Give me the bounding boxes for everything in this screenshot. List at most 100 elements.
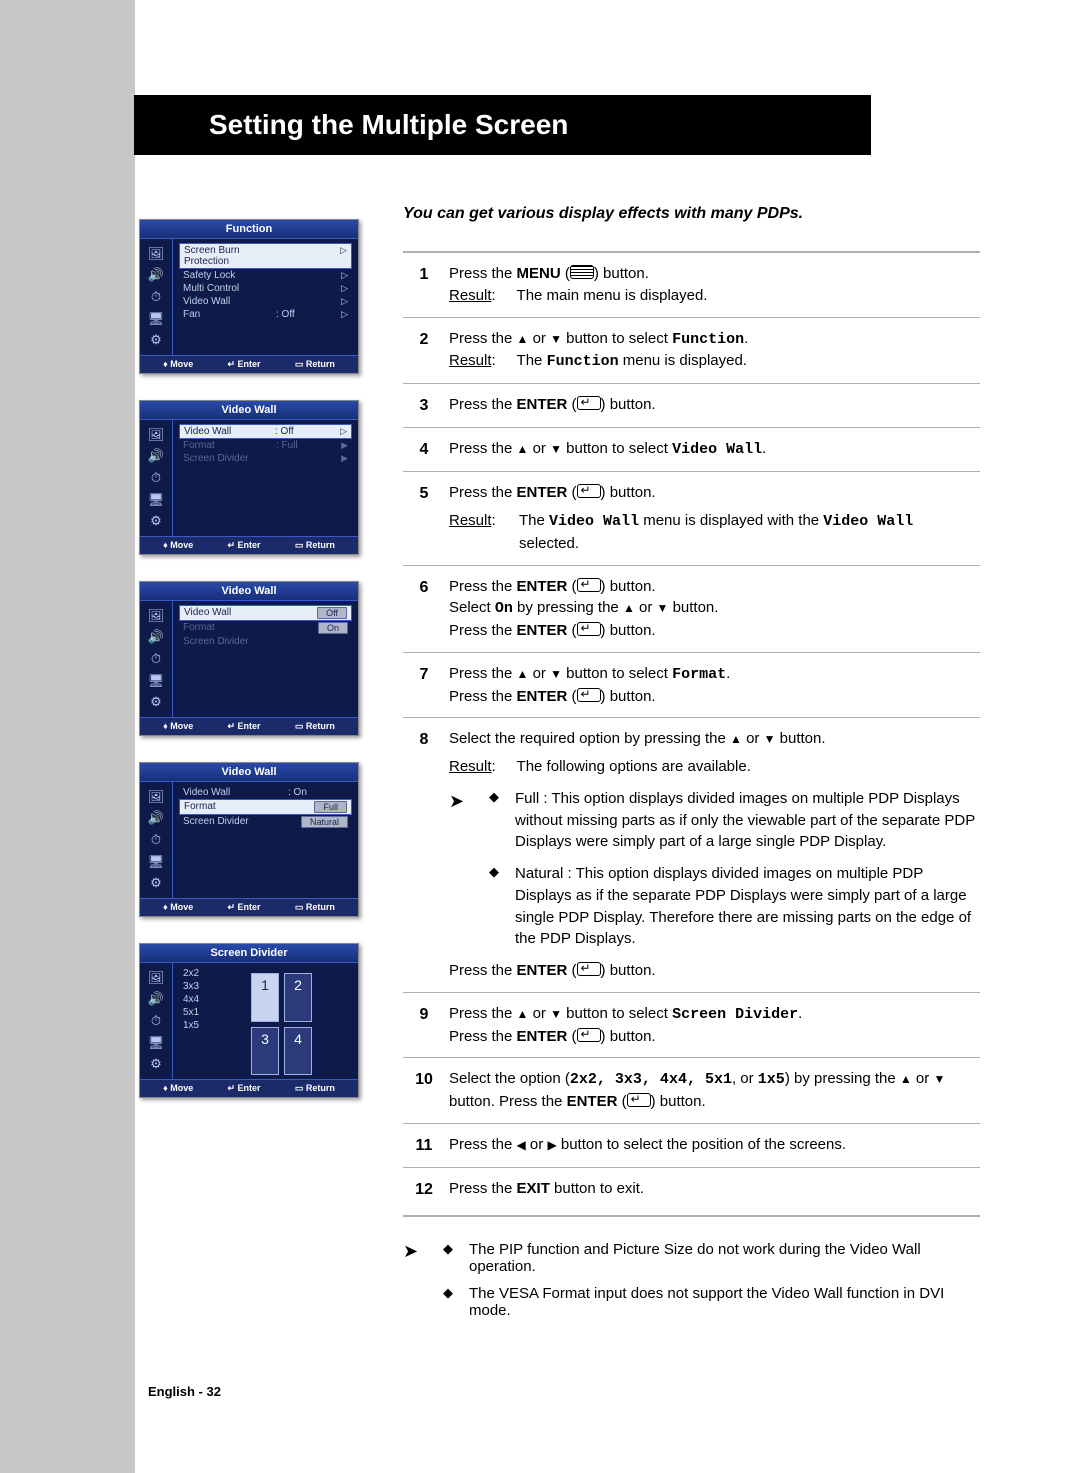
osd-footer: ♦ Move ↵ Enter ▭ Return: [140, 717, 358, 735]
screenshots-column: Function 🖼 🔊 ⏱ 🖥 ⚙ Screen Burn Protectio…: [135, 205, 395, 1124]
osd-row: Video Wall: On: [179, 786, 352, 799]
triangle-down-icon: [933, 1070, 945, 1087]
triangle-up-icon: [517, 440, 529, 457]
step-number: 3: [403, 384, 445, 428]
return-label: ▭ Return: [295, 721, 335, 732]
clock-icon: ⏱: [146, 289, 166, 304]
osd-footer: ♦ Move ↵ Enter ▭ Return: [140, 1079, 358, 1097]
triangle-up-icon: [900, 1070, 912, 1087]
columns: Function 🖼 🔊 ⏱ 🖥 ⚙ Screen Burn Protectio…: [135, 205, 980, 1329]
osd-video-wall-toggle: Video Wall 🖼 🔊 ⏱ 🖥 ⚙ Video WallOffFormat…: [139, 581, 359, 736]
step-body: Press the ENTER () button. Select On by …: [445, 565, 980, 652]
osd-row: FormatFull: [179, 799, 352, 815]
triangle-up-icon: [623, 599, 635, 616]
sound-icon: 🔊: [146, 449, 166, 464]
step-number: 4: [403, 428, 445, 472]
enter-label: ↵ Enter: [228, 902, 261, 913]
picture-icon: 🖼: [146, 427, 166, 442]
diamond-icon: ◆: [489, 863, 515, 950]
triangle-down-icon: [550, 330, 562, 347]
screen-icon: 🖥: [146, 311, 166, 326]
step-body: Press the or button to select Format. Pr…: [445, 652, 980, 718]
pointer-icon: ➤: [403, 1241, 443, 1275]
step-body: Select the option (2x2, 3x3, 4x4, 5x1, o…: [445, 1058, 980, 1124]
left-gutter: [0, 0, 135, 1473]
osd-menu: Video WallOffFormatOnScreen Divider: [173, 601, 358, 717]
osd-row: Video Wall: Off▷: [179, 424, 352, 439]
clock-icon: ⏱: [146, 832, 166, 847]
osd-menu: Screen Burn Protection▷Safety Lock▷Multi…: [173, 239, 358, 355]
step-body: Press the or button to select Video Wall…: [445, 428, 980, 472]
osd-row: 1x5: [179, 1019, 229, 1032]
triangle-down-icon: [550, 1005, 562, 1022]
step-number: 10: [403, 1058, 445, 1124]
move-label: ♦ Move: [163, 359, 193, 370]
divider-cell: 1: [251, 973, 279, 1022]
picture-icon: 🖼: [146, 608, 166, 623]
clock-icon: ⏱: [146, 1013, 166, 1028]
instructions-column: You can get various display effects with…: [395, 205, 980, 1329]
osd-format: Video Wall 🖼 🔊 ⏱ 🖥 ⚙ Video Wall: OnForma…: [139, 762, 359, 917]
osd-row: Screen Burn Protection▷: [179, 243, 352, 269]
steps-table: 1 Press the MENU () button. Result: The …: [403, 251, 980, 1211]
step-number: 6: [403, 565, 445, 652]
osd-menu: 2x23x34x45x11x5 1234: [173, 963, 358, 1079]
sound-icon: 🔊: [146, 811, 166, 826]
move-label: ♦ Move: [163, 540, 193, 551]
osd-icon-strip: 🖼 🔊 ⏱ 🖥 ⚙: [140, 239, 173, 355]
gear-icon: ⚙: [146, 1057, 166, 1072]
step-body: Select the required option by pressing t…: [445, 718, 980, 993]
divider-cell: 2: [284, 973, 312, 1022]
osd-icon-strip: 🖼 🔊 ⏱ 🖥 ⚙: [140, 963, 173, 1079]
enter-icon: [577, 622, 601, 636]
divider-cell: 4: [284, 1027, 312, 1076]
osd-footer: ♦ Move ↵ Enter ▭ Return: [140, 536, 358, 554]
enter-icon: [577, 688, 601, 702]
triangle-left-icon: [517, 1136, 526, 1153]
menu-icon: [570, 265, 594, 279]
screen-icon: 🖥: [146, 673, 166, 688]
triangle-up-icon: [517, 665, 529, 682]
picture-icon: 🖼: [146, 789, 166, 804]
step-body: Press the ENTER () button.: [445, 384, 980, 428]
move-label: ♦ Move: [163, 902, 193, 913]
gear-icon: ⚙: [146, 514, 166, 529]
osd-row: 5x1: [179, 1006, 229, 1019]
enter-label: ↵ Enter: [228, 359, 261, 370]
pointer-icon: ➤: [449, 788, 489, 853]
triangle-up-icon: [517, 1005, 529, 1022]
diamond-icon: ◆: [443, 1285, 469, 1319]
osd-title: Video Wall: [140, 401, 358, 419]
triangle-up-icon: [517, 330, 529, 347]
step-number: 1: [403, 252, 445, 317]
osd-footer: ♦ Move ↵ Enter ▭ Return: [140, 898, 358, 916]
step-body: Press the EXIT button to exit.: [445, 1168, 980, 1212]
triangle-right-icon: [547, 1136, 556, 1153]
triangle-down-icon: [764, 730, 776, 747]
step-body: Press the or button to select the positi…: [445, 1123, 980, 1167]
osd-row: Multi Control▷: [179, 282, 352, 295]
return-label: ▭ Return: [295, 1083, 335, 1094]
page-number: English - 32: [148, 1384, 221, 1399]
sound-icon: 🔊: [146, 630, 166, 645]
enter-icon: [577, 396, 601, 410]
screen-icon: 🖥: [146, 492, 166, 507]
step-number: 5: [403, 472, 445, 565]
osd-row: Video Wall▷: [179, 295, 352, 308]
osd-menu: Video Wall: OnFormatFullScreen DividerNa…: [173, 782, 358, 898]
intro-text: You can get various display effects with…: [403, 205, 980, 223]
step-body: Press the or button to select Screen Div…: [445, 992, 980, 1058]
diamond-icon: ◆: [443, 1241, 469, 1275]
osd-row: FormatOn: [179, 621, 352, 635]
osd-icon-strip: 🖼 🔊 ⏱ 🖥 ⚙: [140, 601, 173, 717]
osd-row: Fan: Off▷: [179, 308, 352, 321]
gear-icon: ⚙: [146, 695, 166, 710]
return-label: ▭ Return: [295, 359, 335, 370]
step-number: 2: [403, 317, 445, 384]
osd-footer: ♦ Move ↵ Enter ▭ Return: [140, 355, 358, 373]
clock-icon: ⏱: [146, 470, 166, 485]
divider-grid: 1234: [251, 973, 312, 1075]
osd-row: 4x4: [179, 993, 229, 1006]
manual-page: Setting the Multiple Screen Function 🖼 🔊…: [0, 0, 1080, 1473]
move-label: ♦ Move: [163, 1083, 193, 1094]
